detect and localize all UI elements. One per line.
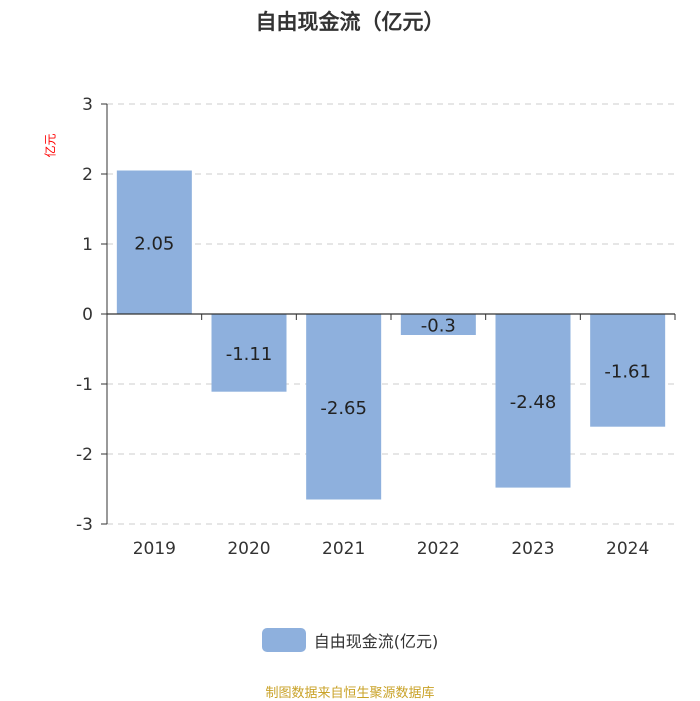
y-tick-label: -3	[76, 515, 93, 535]
y-tick-label: -2	[76, 445, 93, 465]
bar-data-label: -0.3	[421, 316, 456, 337]
y-tick-label: -1	[76, 375, 93, 395]
x-tick-label: 2022	[417, 539, 460, 559]
bar-data-label: -2.48	[510, 392, 557, 413]
x-tick-label: 2024	[606, 539, 649, 559]
bar	[495, 314, 571, 488]
bar	[400, 314, 476, 335]
x-tick-label: 2021	[322, 539, 365, 559]
bar-data-label: 2.05	[134, 233, 174, 254]
legend[interactable]: 自由现金流(亿元)	[0, 628, 700, 652]
bar	[211, 314, 287, 392]
x-tick-label: 2020	[227, 539, 270, 559]
y-tick-label: 2	[82, 165, 93, 185]
bar-data-label: -1.61	[604, 361, 651, 382]
source-note: 制图数据来自恒生聚源数据库	[265, 686, 435, 701]
bar	[590, 314, 666, 427]
bar-data-label: -1.11	[226, 344, 273, 365]
bar-data-label: -2.65	[320, 398, 367, 419]
bar	[116, 170, 192, 314]
y-tick-label: 0	[82, 305, 93, 325]
x-tick-label: 2019	[133, 539, 176, 559]
x-tick-label: 2023	[511, 539, 554, 559]
chart-title: 自由现金流（亿元）	[255, 10, 445, 34]
legend-label: 自由现金流(亿元)	[313, 632, 439, 651]
bar	[306, 314, 382, 500]
legend-swatch	[261, 628, 306, 652]
y-tick-label: 1	[82, 235, 93, 255]
y-tick-label: 3	[82, 95, 93, 115]
